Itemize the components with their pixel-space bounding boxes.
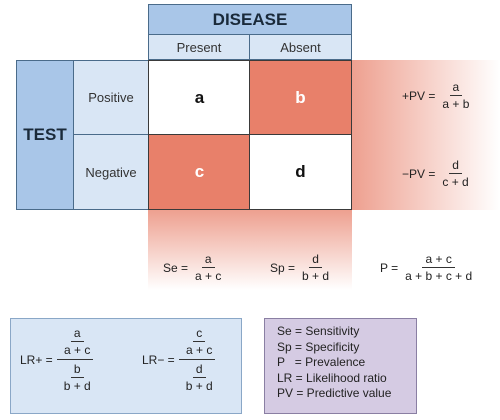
formula-label: P = — [380, 260, 399, 275]
legend-item-specificity: Sp = Specificity — [277, 339, 360, 354]
test-header: TEST — [16, 60, 74, 210]
denominator: b + d — [302, 269, 330, 283]
legend-item-prevalence: P = Prevalence — [277, 355, 366, 369]
denominator: a + b + c + d — [405, 269, 473, 283]
formula-label: LR− = — [142, 352, 175, 367]
prevalence-formula: P = a + c a + b + c + d — [380, 252, 475, 283]
cell-true-negative: d — [249, 134, 352, 210]
row-header-positive: Positive — [74, 60, 149, 135]
denominator: a + c — [195, 269, 222, 283]
numerator: a — [70, 326, 84, 342]
sensitivity-formula: Se = a a + c — [163, 252, 224, 283]
numerator: c — [193, 326, 206, 342]
formula-label: Sp = — [270, 260, 296, 275]
fraction: b b + d — [61, 362, 94, 393]
numerator: d — [449, 158, 462, 174]
column-header-absent: Absent — [249, 35, 352, 60]
fraction: a a + c — [192, 252, 224, 283]
numerator: a — [449, 80, 463, 96]
abbreviation-legend: Se = Sensitivity Sp = Specificity P = Pr… — [264, 318, 417, 414]
denominator: b + d — [63, 379, 91, 393]
numerator: d — [309, 252, 322, 268]
legend-item-sensitivity: Se = Sensitivity — [277, 324, 360, 338]
formula-label: +PV = — [402, 88, 436, 103]
likelihood-ratio-box — [10, 318, 242, 414]
numerator: b — [70, 362, 84, 378]
positive-predictive-value-formula: +PV = a a + b — [402, 80, 472, 111]
disease-header: DISEASE — [148, 4, 352, 35]
formula-label: LR+ = — [20, 352, 53, 367]
fraction: a + c a + b + c + d — [402, 252, 475, 283]
fraction: d b + d — [183, 362, 216, 393]
fraction: c a + c — [183, 326, 215, 357]
row-header-negative: Negative — [74, 134, 149, 210]
cell-false-negative: c — [148, 134, 250, 210]
cell-false-positive: b — [249, 60, 352, 135]
legend-item-likelihood-ratio: LR = Likelihood ratio — [277, 370, 387, 385]
numerator: a + c — [422, 252, 455, 268]
denominator: b + d — [185, 379, 213, 393]
formula-label: −PV = — [402, 166, 436, 181]
formula-label: Se = — [163, 260, 189, 275]
compound-fraction: c a + c d b + d — [179, 326, 216, 393]
fraction: d c + d — [439, 158, 471, 189]
fraction: d b + d — [299, 252, 332, 283]
compound-fraction: a a + c b b + d — [57, 326, 94, 393]
denominator: a + c — [186, 343, 213, 357]
legend-item-predictive-value: PV = Predictive value — [277, 386, 392, 400]
compound-denominator: d b + d — [179, 360, 216, 393]
fraction: a a + b — [439, 80, 472, 111]
cell-true-positive: a — [148, 60, 250, 135]
specificity-formula: Sp = d b + d — [270, 252, 332, 283]
denominator: a + c — [64, 343, 91, 357]
compound-denominator: b b + d — [57, 360, 94, 393]
column-header-present: Present — [148, 35, 250, 60]
compound-numerator: c a + c — [179, 326, 216, 360]
fraction: a a + c — [61, 326, 93, 357]
negative-likelihood-ratio-formula: LR− = c a + c d b + d — [142, 326, 216, 393]
positive-likelihood-ratio-formula: LR+ = a a + c b b + d — [20, 326, 94, 393]
right-gradient-fade — [352, 60, 500, 210]
compound-numerator: a a + c — [57, 326, 94, 360]
numerator: a — [201, 252, 215, 268]
denominator: c + d — [442, 175, 469, 189]
denominator: a + b — [442, 97, 470, 111]
negative-predictive-value-formula: −PV = d c + d — [402, 158, 472, 189]
numerator: d — [192, 362, 206, 378]
bottom-gradient-fade — [148, 210, 352, 290]
